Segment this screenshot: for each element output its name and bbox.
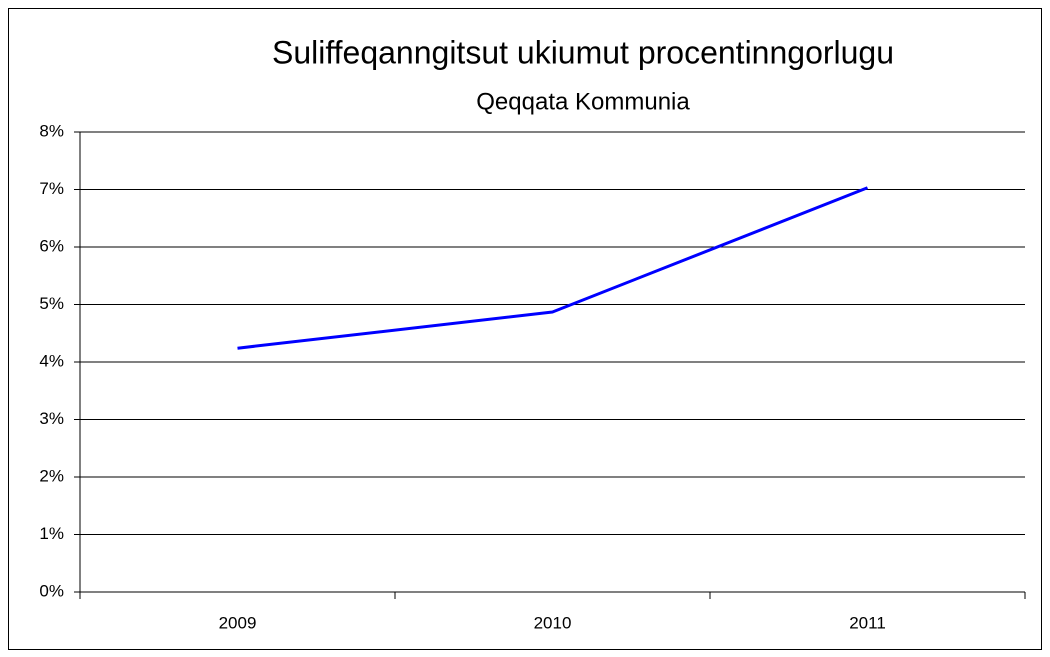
y-tick-label: 1% — [39, 524, 64, 543]
y-tick-label: 0% — [39, 581, 64, 600]
x-tick-label: 2009 — [219, 613, 257, 632]
y-tick-label: 6% — [39, 236, 64, 255]
y-tick-label: 2% — [39, 466, 64, 485]
chart-subtitle: Qeqqata Kommunia — [476, 88, 690, 115]
x-tick-label: 2011 — [849, 613, 886, 632]
chart-border — [8, 8, 1042, 650]
x-tick-label: 2010 — [534, 613, 572, 632]
chart-title: Suliffeqanngitsut ukiumut procentinngorl… — [272, 34, 894, 70]
y-tick-label: 4% — [39, 351, 64, 370]
data-line — [237, 186, 869, 350]
y-tick-label: 8% — [39, 121, 64, 140]
y-tick-label: 7% — [39, 179, 64, 198]
y-tick-label: 3% — [39, 409, 64, 428]
y-tick-label: 5% — [39, 294, 64, 313]
